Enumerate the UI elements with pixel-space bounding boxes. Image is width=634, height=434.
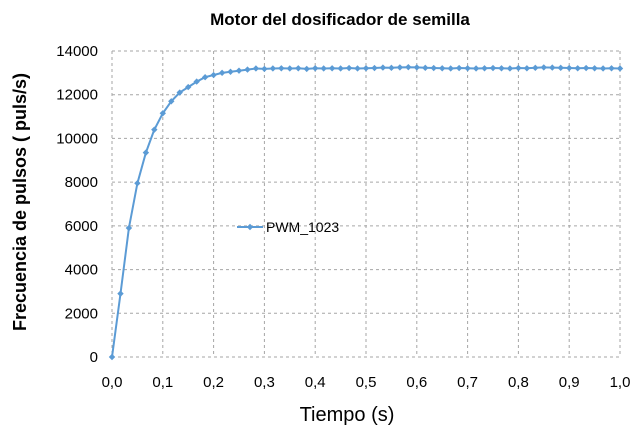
data-point: [286, 65, 293, 72]
data-point: [176, 89, 183, 96]
data-point: [244, 66, 251, 73]
x-tick-label: 0,9: [559, 374, 580, 391]
data-point: [193, 78, 200, 85]
y-tick-label: 14000: [56, 43, 98, 60]
data-point: [218, 69, 226, 77]
data-point: [413, 64, 420, 71]
axes: 0 2000 4000 6000 8000 10000 12000 14000 0,0 0,1 0,…: [56, 43, 630, 391]
y-tick-label: 4000: [65, 262, 98, 279]
x-tick-label: 0,0: [102, 374, 123, 391]
data-point: [185, 83, 192, 91]
gridlines: [111, 50, 621, 358]
data-point: [269, 65, 277, 72]
x-tick-label: 0,1: [152, 374, 173, 391]
data-point: [447, 65, 454, 72]
data-point: [337, 65, 344, 72]
data-point: [608, 65, 615, 72]
series: [108, 63, 624, 361]
data-point: [430, 64, 437, 72]
x-tick-label: 1,0: [610, 374, 631, 391]
data-point: [134, 180, 141, 187]
data-point: [540, 64, 547, 71]
data-point: [210, 71, 217, 79]
y-axis-label: Frecuencia de pulsos ( puls/s): [10, 73, 30, 331]
data-point: [379, 64, 387, 71]
data-point: [108, 353, 116, 361]
data-point: [616, 65, 624, 72]
y-tick-label: 6000: [65, 218, 98, 235]
x-tick-label: 0,8: [508, 374, 529, 391]
y-tick-label: 8000: [65, 174, 98, 191]
data-point: [439, 65, 446, 72]
x-tick-label: 0,4: [305, 374, 326, 391]
data-point: [464, 65, 471, 72]
data-point: [515, 64, 522, 72]
data-point: [235, 67, 243, 74]
data-point: [278, 65, 285, 72]
legend: PWM_1023: [237, 219, 339, 235]
legend-marker: [246, 223, 254, 231]
data-point: [472, 65, 480, 72]
data-point: [117, 290, 124, 297]
data-point: [506, 65, 514, 72]
x-tick-label: 0,5: [356, 374, 377, 391]
data-point: [362, 65, 370, 72]
data-point: [227, 68, 234, 75]
y-tick-label: 12000: [56, 87, 98, 104]
data-point: [422, 64, 429, 72]
data-point: [566, 64, 573, 72]
data-point: [498, 65, 505, 72]
x-tick-label: 0,2: [203, 374, 224, 391]
data-point: [523, 65, 531, 72]
x-tick-label: 0,7: [457, 374, 478, 391]
data-point: [303, 65, 310, 73]
x-axis-label: Tiempo (s): [300, 404, 395, 426]
data-point: [252, 65, 260, 72]
data-point: [405, 63, 412, 71]
x-tick-label: 0,6: [406, 374, 427, 391]
data-point: [532, 64, 539, 72]
data-point: [591, 65, 598, 72]
data-point: [549, 64, 556, 71]
data-point: [201, 74, 209, 81]
data-point: [320, 65, 327, 72]
data-point: [396, 64, 404, 71]
data-point: [168, 98, 175, 105]
data-point: [582, 64, 590, 72]
chart-title: Motor del dosificador de semilla: [210, 10, 470, 29]
data-point: [159, 110, 166, 117]
y-tick-label: 10000: [56, 130, 98, 147]
data-point: [295, 65, 302, 72]
x-tick-label: 0,3: [254, 374, 275, 391]
y-tick-label: 2000: [65, 305, 98, 322]
data-point: [599, 65, 607, 72]
data-point: [151, 126, 158, 133]
data-point: [261, 65, 268, 73]
data-point: [371, 64, 378, 72]
data-point: [328, 65, 336, 72]
legend-label: PWM_1023: [266, 219, 339, 235]
data-point: [481, 65, 488, 72]
data-point: [142, 149, 150, 156]
data-point: [345, 64, 353, 72]
data-point: [455, 64, 463, 72]
y-tick-label: 0: [90, 349, 98, 366]
data-point: [125, 224, 133, 232]
data-point: [489, 64, 497, 72]
data-point: [312, 65, 319, 72]
data-point: [354, 65, 361, 72]
data-point: [388, 64, 395, 72]
data-point: [574, 65, 581, 72]
data-point: [557, 64, 564, 72]
